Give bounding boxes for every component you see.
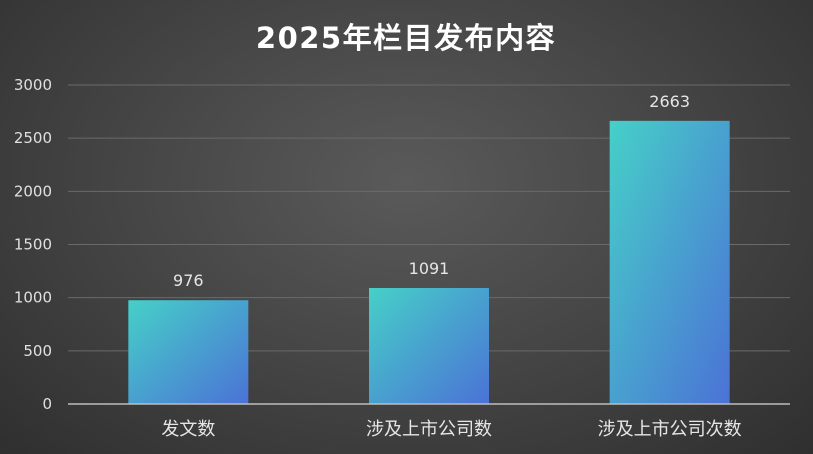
y-tick-label: 500: [23, 342, 52, 360]
y-tick-label: 2500: [14, 129, 52, 147]
category-label: 涉及上市公司数: [366, 419, 492, 440]
axis-layer: 0 500 1000 1500 2000 2500 3000 发文数 涉及上市公司数 涉及上市公司…: [14, 76, 790, 440]
y-tick-label: 3000: [14, 76, 52, 94]
category-label: 发文数: [161, 419, 215, 440]
data-label: 1091: [409, 259, 450, 278]
chart-title: 2025年栏目发布内容: [256, 21, 556, 55]
y-tick-label: 0: [42, 395, 52, 413]
bar-2: [369, 287, 489, 404]
data-labels-layer: 976 1091 2663: [173, 92, 690, 290]
category-label: 涉及上市公司次数: [598, 419, 742, 440]
bar-3: [609, 120, 730, 404]
y-tick-label: 1000: [14, 289, 52, 307]
bars-layer: [128, 120, 730, 404]
y-tick-label: 1500: [14, 236, 52, 254]
y-tick-label: 2000: [14, 182, 52, 200]
data-label: 2663: [649, 92, 690, 111]
data-label: 976: [173, 271, 204, 290]
bar-1: [128, 300, 249, 404]
